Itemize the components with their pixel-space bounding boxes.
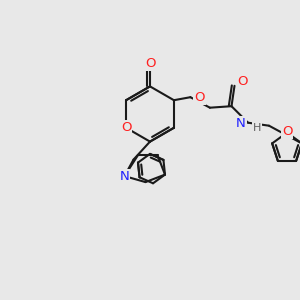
Text: O: O xyxy=(238,75,248,88)
Text: H: H xyxy=(253,123,262,133)
Text: O: O xyxy=(282,124,292,138)
Text: O: O xyxy=(145,57,155,70)
Text: N: N xyxy=(236,117,246,130)
Text: O: O xyxy=(121,121,131,134)
Text: N: N xyxy=(120,169,129,183)
Text: O: O xyxy=(194,91,205,104)
